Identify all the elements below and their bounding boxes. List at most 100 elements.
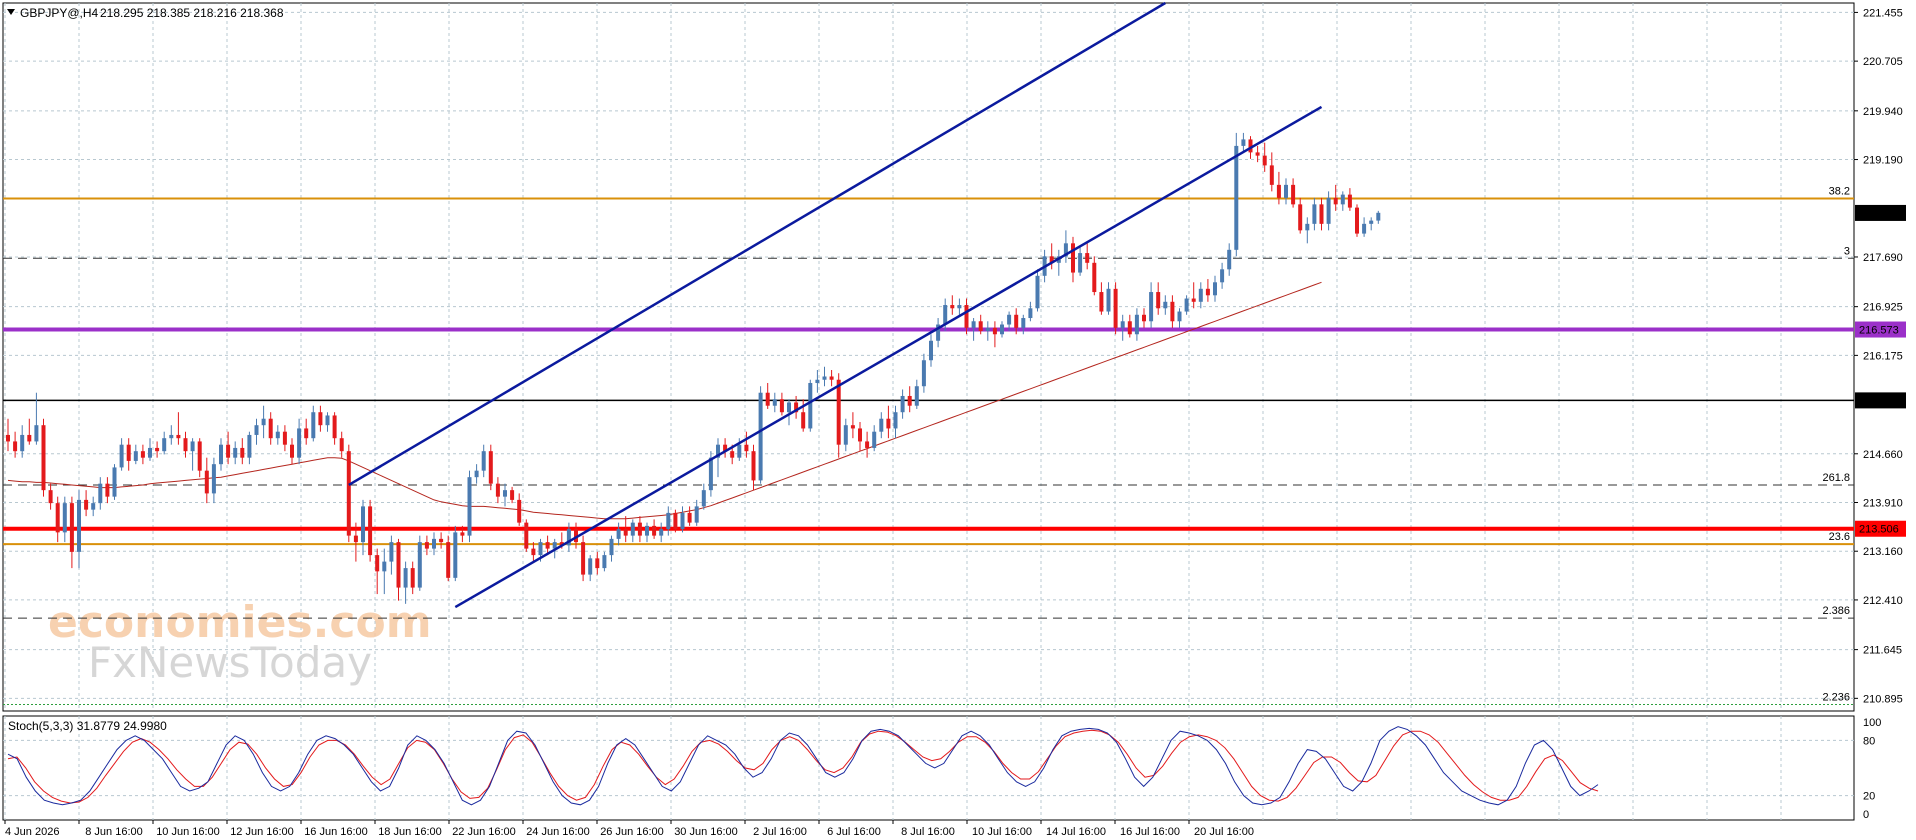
candle [396, 538, 401, 601]
candle-body [879, 418, 884, 432]
candle-body [1340, 194, 1345, 205]
price-tick-label: 216.175 [1863, 350, 1903, 362]
candle [673, 509, 678, 533]
candle [1362, 217, 1367, 237]
candle-body [730, 451, 735, 458]
price-axis[interactable]: 216.573 215.482 213.506 221.455 220.705 219.9… [1854, 7, 1906, 705]
candle [119, 438, 124, 471]
candle-body [1177, 311, 1182, 322]
candle-body [1028, 308, 1033, 319]
candle [1127, 314, 1132, 338]
candle-body [687, 512, 692, 523]
candle [403, 561, 408, 604]
candle [1291, 178, 1296, 208]
candle [744, 431, 749, 458]
candle-body [559, 542, 564, 546]
candle-body [1184, 298, 1189, 312]
price-tick-label: 213.910 [1863, 497, 1903, 509]
candle [751, 444, 756, 491]
ma-line [7, 281, 1322, 520]
candle-body [375, 555, 380, 572]
candle [140, 444, 145, 465]
candle-body [6, 434, 10, 442]
candle [460, 525, 465, 543]
candle [1021, 314, 1026, 335]
candle [417, 535, 422, 591]
candle [261, 405, 266, 439]
level-label: 261.8 [1822, 472, 1850, 484]
candle [815, 369, 820, 393]
main-price-panel[interactable]: economies.com FxNewsToday 38.2 3 261.8 23.6… [2, 1, 1855, 712]
candle [69, 496, 74, 569]
candle [900, 389, 905, 419]
candle-body [339, 438, 344, 452]
candle-body [503, 490, 507, 497]
dropdown-triangle-icon[interactable] [7, 9, 15, 15]
candle-body [20, 434, 25, 452]
price-tick-label: 217.690 [1863, 252, 1903, 264]
candle [1305, 217, 1310, 244]
horizontal-levels[interactable]: 38.2 3 261.8 23.6 2.386 2.236 [3, 186, 1854, 706]
candle [389, 535, 394, 575]
candle-body [566, 529, 571, 546]
candle [1177, 308, 1182, 328]
candle-body [737, 444, 742, 458]
candle [13, 431, 18, 458]
candle [858, 421, 862, 452]
channel-upper-line[interactable] [348, 1, 1166, 487]
candle [1000, 321, 1004, 338]
candle-body [325, 415, 330, 426]
time-tick-label: 2 Jul 16:00 [753, 826, 807, 838]
candle [446, 535, 451, 582]
candle-body [410, 568, 415, 588]
candle [1355, 204, 1359, 237]
candle-body [1092, 262, 1097, 293]
candle-body [666, 512, 671, 530]
candle-body [432, 538, 436, 549]
price-tick-label: 221.455 [1863, 7, 1903, 19]
candle [779, 392, 784, 416]
candle-body [439, 538, 444, 543]
candle [1262, 142, 1267, 172]
candle-body [758, 392, 763, 481]
candle [1191, 282, 1196, 309]
candle-body [204, 470, 209, 494]
candle-body [254, 425, 259, 435]
level-label: 2.386 [1822, 605, 1850, 617]
candle-body [787, 402, 791, 413]
candle [865, 431, 870, 458]
candle [190, 438, 195, 471]
candle-body [112, 467, 117, 497]
trend-channel[interactable] [348, 1, 1323, 609]
candle [375, 548, 380, 595]
time-axis[interactable]: 4 Jun 2026 8 Jun 16:00 10 Jun 16:00 12 Jun … [4, 820, 1254, 838]
candle [1092, 256, 1097, 296]
time-tick-label: 16 Jun 16:00 [304, 826, 368, 838]
candle-body [1071, 243, 1075, 273]
candle-body [1347, 194, 1352, 208]
candle [410, 561, 415, 595]
candle-body [744, 444, 749, 452]
candle-body [801, 412, 806, 429]
candle-body [1213, 282, 1217, 296]
candle-body [964, 305, 969, 328]
channel-lower-line[interactable] [454, 105, 1323, 609]
candle-body [1333, 197, 1338, 205]
candle-body [609, 538, 614, 556]
price-tick-label: 212.410 [1863, 595, 1903, 607]
candle-body [233, 447, 238, 458]
candle [1035, 269, 1040, 312]
candle [914, 379, 919, 409]
candle [332, 412, 337, 445]
candle [1255, 145, 1260, 163]
candle-body [148, 447, 152, 458]
price-tick-label: 210.895 [1863, 693, 1903, 705]
candle [1198, 282, 1203, 309]
candle-body [211, 464, 216, 494]
candle-body [701, 490, 706, 507]
candle-body [1319, 204, 1324, 224]
price-tag-text: 216.573 [1859, 325, 1899, 337]
stochastic-panel[interactable]: Stoch(5,3,3) 31.8779 24.9980 100 80 20 0 [2, 715, 1881, 821]
candle [27, 418, 32, 445]
